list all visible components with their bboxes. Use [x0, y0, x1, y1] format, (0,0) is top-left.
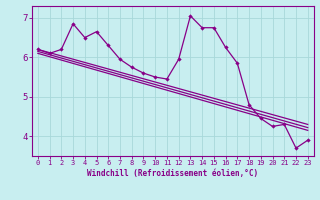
X-axis label: Windchill (Refroidissement éolien,°C): Windchill (Refroidissement éolien,°C) — [87, 169, 258, 178]
